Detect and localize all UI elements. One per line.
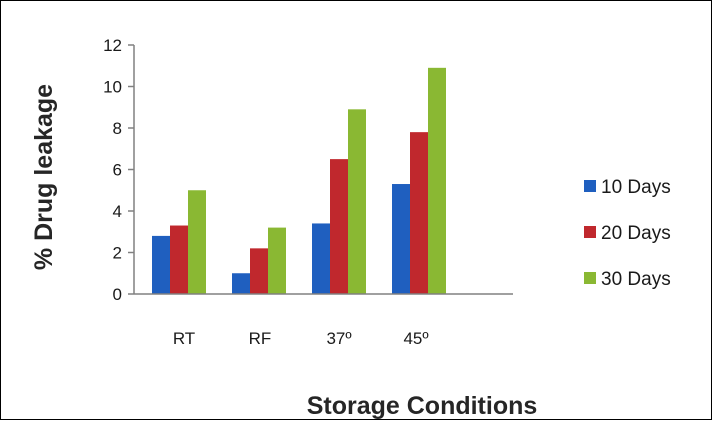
bars-layer: [152, 67, 446, 294]
bar-20-days-3: [410, 132, 428, 294]
x-labels-layer: RT RF 37º 45º: [173, 329, 429, 348]
y-tick-label: 2: [113, 244, 122, 263]
legend-swatch: [584, 272, 596, 284]
bar-30-days-2: [348, 109, 366, 294]
y-tick-label: 0: [113, 285, 122, 304]
x-axis-title: Storage Conditions: [307, 392, 538, 420]
bar-30-days-3: [428, 67, 446, 294]
x-category-label: 37º: [326, 329, 351, 348]
bar-10-days-3: [392, 184, 410, 294]
y-tick-label: 10: [103, 78, 122, 97]
x-category-label: RF: [249, 329, 272, 348]
y-tick-label: 8: [113, 119, 122, 138]
bar-10-days-0: [152, 235, 170, 294]
legend-label: 10 Days: [601, 177, 671, 198]
y-axis-title: % Drug leakage: [30, 84, 58, 270]
y-tick-label: 4: [113, 202, 122, 221]
legend: 10 Days 20 Days 30 Days: [584, 177, 671, 290]
legend-label: 20 Days: [601, 223, 671, 244]
legend-label: 30 Days: [601, 269, 671, 290]
legend-swatch: [584, 180, 596, 192]
bar-10-days-1: [232, 273, 250, 294]
bar-30-days-0: [188, 190, 206, 294]
y-ticks-layer: 0 2 4 6 8 10 12: [103, 36, 134, 304]
x-category-label: RT: [173, 329, 195, 348]
legend-swatch: [584, 226, 596, 238]
bar-20-days-1: [250, 248, 268, 294]
bar-10-days-2: [312, 223, 330, 294]
bar-30-days-1: [268, 227, 286, 294]
bar-20-days-0: [170, 225, 188, 294]
y-tick-label: 12: [103, 36, 122, 55]
x-category-label: 45º: [403, 329, 428, 348]
bar-20-days-2: [330, 159, 348, 294]
y-tick-label: 6: [113, 161, 122, 180]
